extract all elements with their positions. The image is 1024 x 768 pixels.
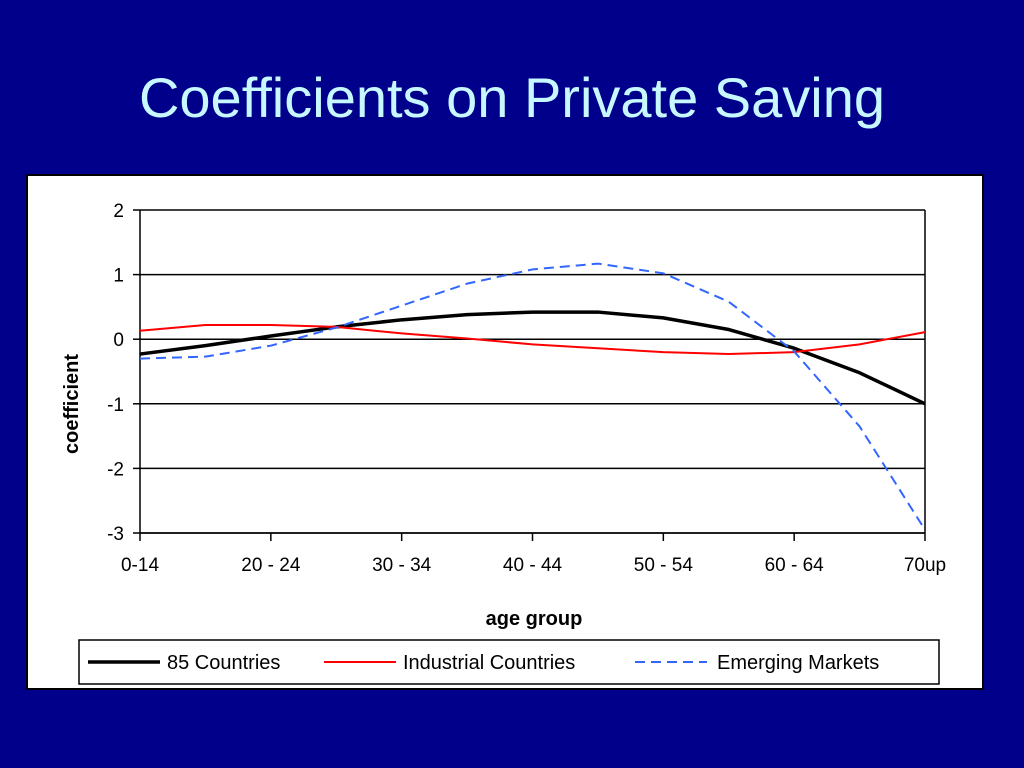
x-tick-label: 20 - 24 [241,555,301,576]
y-tick-label: -1 [107,395,124,416]
x-ticks: 0-14 20 - 24 30 - 34 40 - 44 50 - 54 60 - 64 7… [121,533,946,576]
gridlines [140,209,926,534]
legend-box [78,639,940,685]
x-tick-label: 30 - 34 [372,555,432,576]
series-lines [139,262,926,531]
legend-label: Industrial Countries [403,652,575,674]
y-tick-label: 1 [113,266,124,287]
x-tick-label: 60 - 64 [765,555,825,576]
y-tick-label: 0 [113,330,124,351]
series-line-85-countries [139,310,926,406]
x-tick-label: 50 - 54 [634,555,694,576]
legend-label: Emerging Markets [717,652,879,674]
x-tick-label: 70up [904,555,946,576]
x-axis-title: age group [486,608,583,630]
y-tick-label: -2 [107,459,124,480]
y-tick-label: -3 [107,524,124,545]
legend: 85 Countries Industrial Countries Emerging… [78,639,940,685]
x-tick-label: 0-14 [121,555,159,576]
chart-panel: 2 1 0 -1 -2 -3 0-14 20 - 24 30 - 34 40 - 44 50 - … [26,174,984,690]
series-line-emerging-markets [139,262,926,531]
line-chart: 2 1 0 -1 -2 -3 0-14 20 - 24 30 - 34 40 - 44 50 - … [61,201,946,685]
slide-title: Coefficients on Private Saving [138,66,886,129]
x-tick-label: 40 - 44 [503,555,563,576]
y-ticks: 2 1 0 -1 -2 -3 [107,201,140,545]
legend-label: 85 Countries [167,652,280,674]
y-tick-label: 2 [113,201,124,222]
y-axis-title: coefficient [61,354,83,454]
